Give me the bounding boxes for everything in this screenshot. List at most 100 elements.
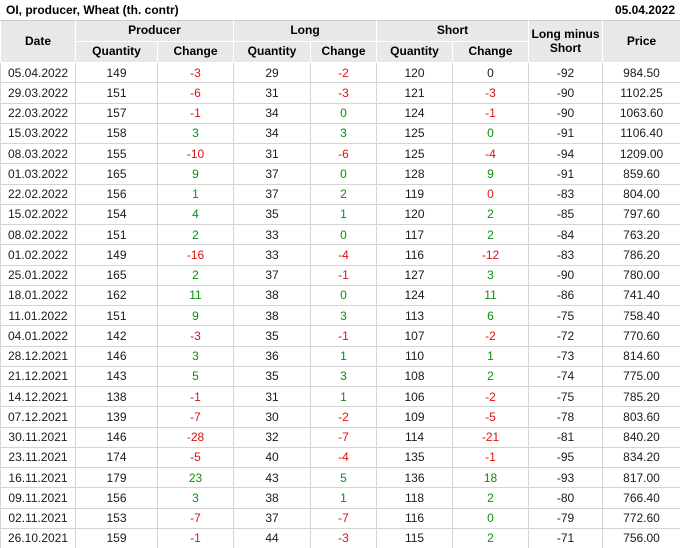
cell-long-quantity: 35 <box>233 203 311 226</box>
cell-long-change: 3 <box>309 365 378 388</box>
cell-short-quantity: 118 <box>376 487 454 509</box>
table-row: 09.11.2021 156 3 38 1 118 2 -80 766.40 <box>0 487 680 509</box>
cell-producer-quantity: 174 <box>75 446 158 469</box>
cell-producer-quantity: 149 <box>75 244 158 266</box>
cell-producer-change: 9 <box>157 163 234 185</box>
cell-long-quantity: 38 <box>233 304 311 327</box>
cell-date: 04.01.2022 <box>0 325 76 347</box>
cell-producer-change: -7 <box>157 406 234 428</box>
cell-long-minus-short: -81 <box>528 426 604 448</box>
cell-short-change: 0 <box>452 61 530 84</box>
table-row: 23.11.2021 174 -5 40 -4 135 -1 -95 834.20 <box>0 446 680 469</box>
cell-long-change: -1 <box>309 325 378 347</box>
cell-long-change: 0 <box>309 163 378 185</box>
cell-short-quantity: 121 <box>376 82 454 104</box>
cell-long-quantity: 34 <box>233 102 311 124</box>
cell-long-minus-short: -91 <box>528 163 604 185</box>
cell-producer-quantity: 143 <box>75 365 158 388</box>
table-row: 18.01.2022 162 11 38 0 124 11 -86 741.40 <box>0 284 680 307</box>
cell-long-minus-short: -79 <box>528 507 604 529</box>
table-row: 04.01.2022 142 -3 35 -1 107 -2 -72 770.60 <box>0 325 680 347</box>
table-row: 15.03.2022 158 3 34 3 125 0 -91 1106.40 <box>0 122 680 145</box>
cell-long-minus-short: -95 <box>528 446 604 469</box>
table-row: 30.11.2021 146 -28 32 -7 114 -21 -81 840.20 <box>0 426 680 448</box>
cell-date: 16.11.2021 <box>0 466 76 489</box>
cell-short-change: -12 <box>452 244 530 266</box>
cell-long-minus-short: -92 <box>528 61 604 84</box>
cell-price: 1063.60 <box>602 102 680 124</box>
cell-long-change: -3 <box>309 82 378 104</box>
cell-price: 763.20 <box>602 223 680 246</box>
cell-long-change: 1 <box>309 203 378 226</box>
cell-short-quantity: 114 <box>376 426 454 448</box>
cell-long-quantity: 38 <box>233 284 311 307</box>
table-row: 28.12.2021 146 3 36 1 110 1 -73 814.60 <box>0 345 680 367</box>
cell-long-change: -1 <box>309 264 378 286</box>
cell-producer-quantity: 158 <box>75 122 158 145</box>
cell-price: 1102.25 <box>602 82 680 104</box>
cell-producer-quantity: 157 <box>75 102 158 124</box>
cell-producer-change: -1 <box>157 102 234 124</box>
cell-long-quantity: 33 <box>233 223 311 246</box>
cell-producer-change: 1 <box>157 183 234 205</box>
cell-producer-change: -5 <box>157 446 234 469</box>
cell-date: 08.02.2022 <box>0 223 76 246</box>
cell-producer-quantity: 156 <box>75 487 158 509</box>
cell-price: 770.60 <box>602 325 680 347</box>
cell-short-change: 0 <box>452 122 530 145</box>
cell-producer-change: 3 <box>157 345 234 367</box>
cell-short-change: -4 <box>452 142 530 165</box>
cell-producer-change: -7 <box>157 507 234 529</box>
cell-producer-change: -16 <box>157 244 234 266</box>
cell-price: 772.60 <box>602 507 680 529</box>
table-row: 11.01.2022 151 9 38 3 113 6 -75 758.40 <box>0 304 680 327</box>
table-row: 01.02.2022 149 -16 33 -4 116 -12 -83 786.20 <box>0 244 680 266</box>
cell-long-minus-short: -75 <box>528 304 604 327</box>
cell-short-change: 18 <box>452 466 530 489</box>
cell-date: 15.03.2022 <box>0 122 76 145</box>
table-row: 07.12.2021 139 -7 30 -2 109 -5 -78 803.60 <box>0 406 680 428</box>
cell-date: 22.03.2022 <box>0 102 76 124</box>
report-date: 05.04.2022 <box>614 3 675 17</box>
cell-short-quantity: 135 <box>376 446 454 469</box>
cell-short-change: 0 <box>452 183 530 205</box>
table-row: 15.02.2022 154 4 35 1 120 2 -85 797.60 <box>0 203 680 226</box>
cell-price: 859.60 <box>602 163 680 185</box>
cell-short-change: 3 <box>452 264 530 286</box>
cell-producer-change: -1 <box>157 527 234 548</box>
cell-long-minus-short: -93 <box>528 466 604 489</box>
cell-price: 797.60 <box>602 203 680 226</box>
title-bar: OI, producer, Wheat (th. contr) 05.04.20… <box>0 0 680 20</box>
cell-short-change: -2 <box>452 325 530 347</box>
cell-long-quantity: 31 <box>233 142 311 165</box>
col-header-short: Short <box>376 20 530 42</box>
cell-producer-change: -10 <box>157 142 234 165</box>
cell-long-quantity: 35 <box>233 325 311 347</box>
cell-date: 01.02.2022 <box>0 244 76 266</box>
col-header-producer-quantity: Quantity <box>75 41 158 63</box>
cell-short-quantity: 108 <box>376 365 454 388</box>
cell-long-minus-short: -83 <box>528 244 604 266</box>
cell-long-change: -2 <box>309 61 378 84</box>
table-row: 05.04.2022 149 -3 29 -2 120 0 -92 984.50 <box>0 61 680 84</box>
cell-date: 02.11.2021 <box>0 507 76 529</box>
table-row: 14.12.2021 138 -1 31 1 106 -2 -75 785.20 <box>0 385 680 408</box>
cell-long-change: 0 <box>309 102 378 124</box>
cell-short-change: -2 <box>452 385 530 408</box>
table-body: 05.04.2022 149 -3 29 -2 120 0 -92 984.50 29.03.20… <box>0 61 680 548</box>
cell-long-change: -6 <box>309 142 378 165</box>
cell-short-change: -1 <box>452 102 530 124</box>
cell-short-quantity: 127 <box>376 264 454 286</box>
cell-short-change: -3 <box>452 82 530 104</box>
cell-producer-change: -3 <box>157 325 234 347</box>
cell-date: 21.12.2021 <box>0 365 76 388</box>
cell-short-quantity: 120 <box>376 61 454 84</box>
cell-long-quantity: 40 <box>233 446 311 469</box>
cell-long-change: 1 <box>309 487 378 509</box>
cell-price: 786.20 <box>602 244 680 266</box>
table-row: 02.11.2021 153 -7 37 -7 116 0 -79 772.60 <box>0 507 680 529</box>
cell-date: 08.03.2022 <box>0 142 76 165</box>
table-row: 01.03.2022 165 9 37 0 128 9 -91 859.60 <box>0 163 680 185</box>
cell-long-minus-short: -80 <box>528 487 604 509</box>
cell-long-minus-short: -78 <box>528 406 604 428</box>
